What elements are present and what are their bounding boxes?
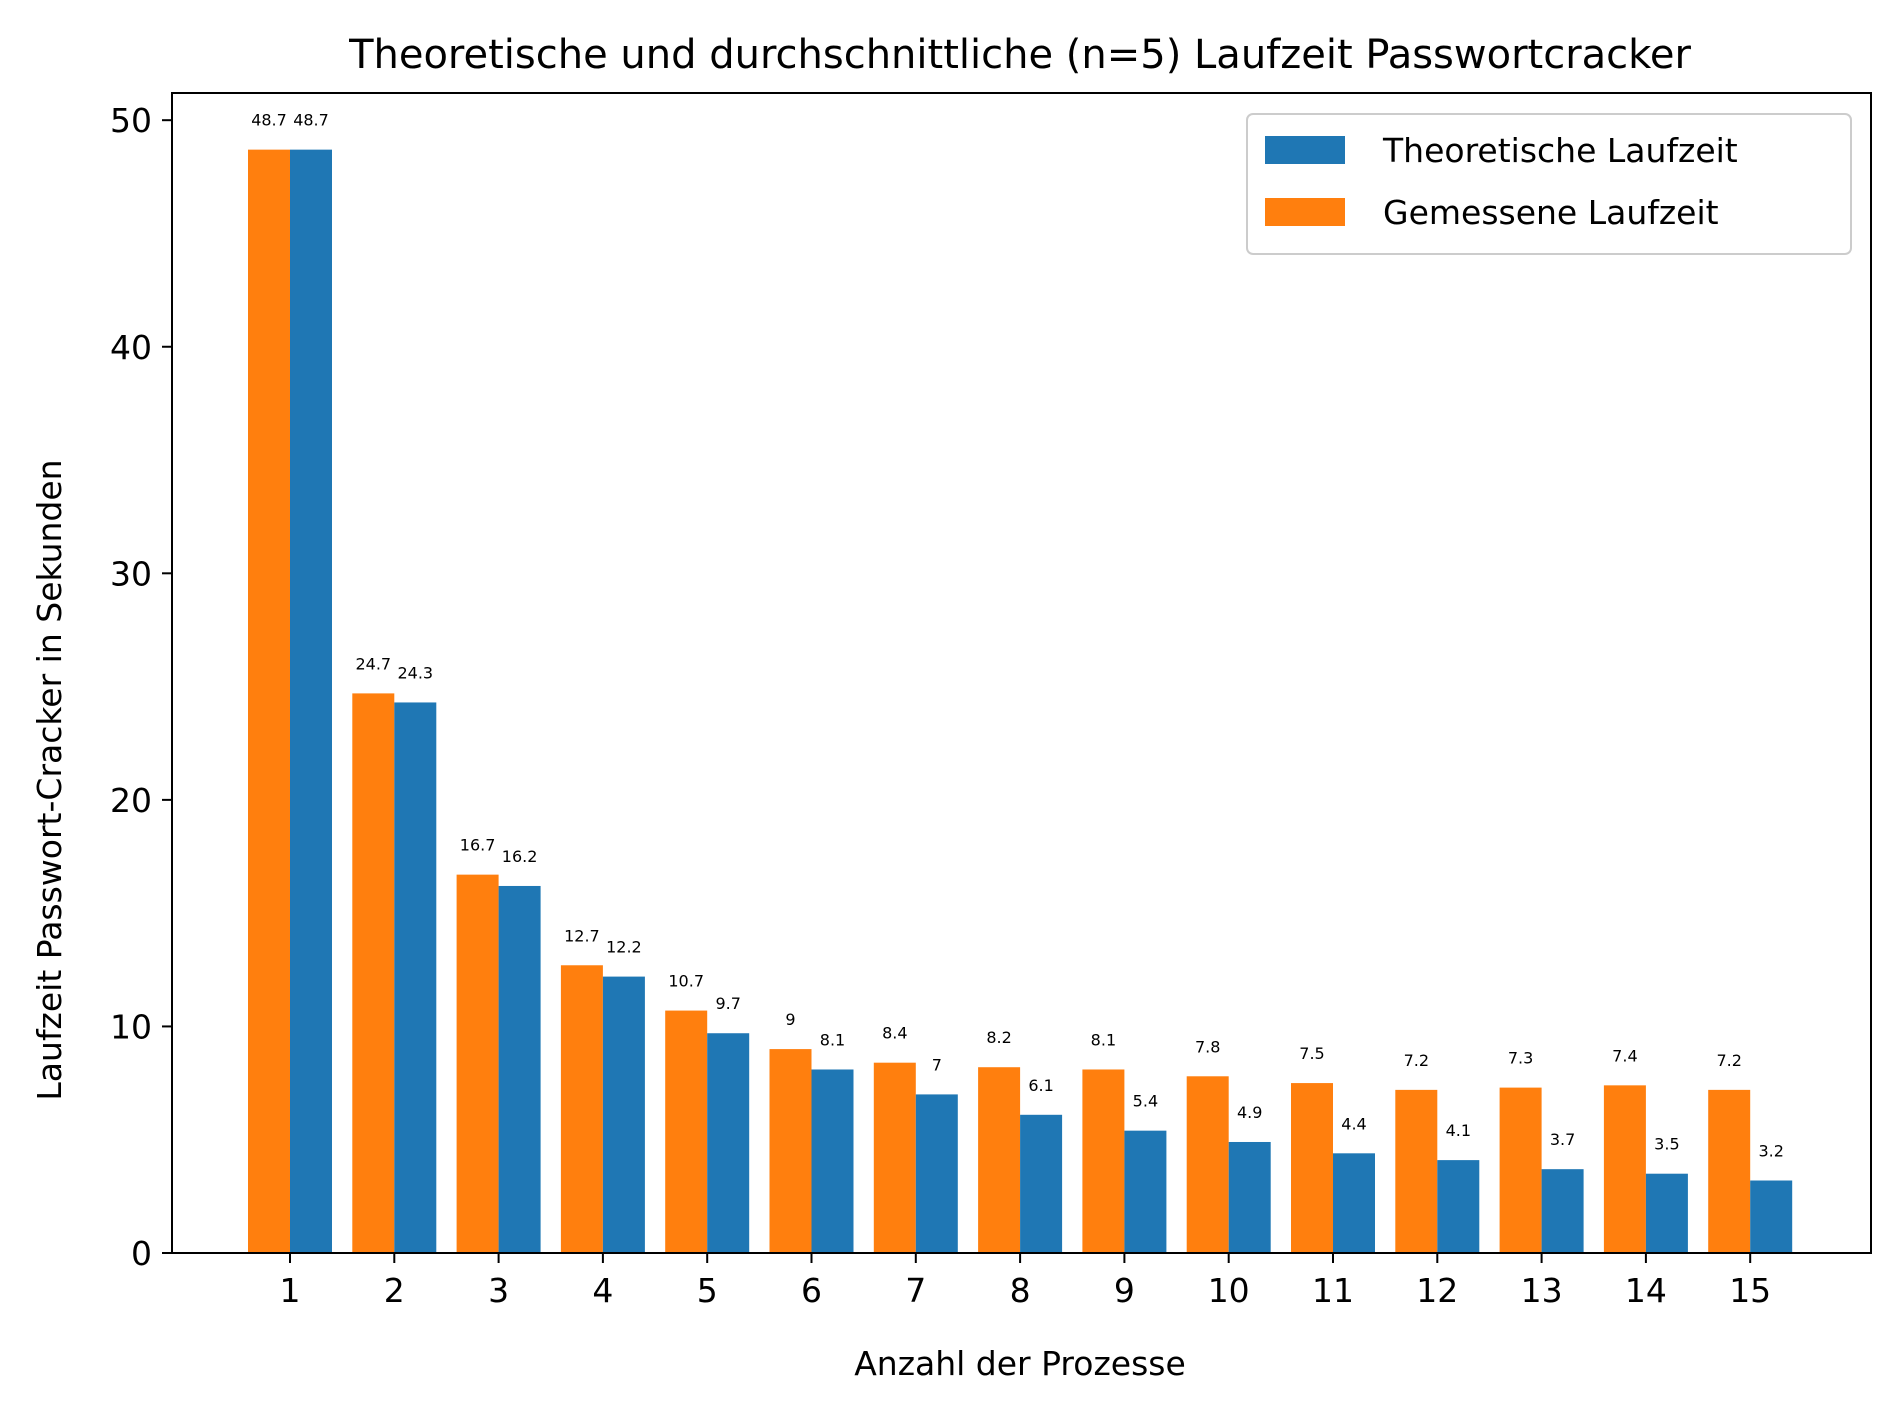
value-label-gemessen-8: 8.2 [986,1028,1011,1047]
value-label-gemessen-6: 9 [785,1010,795,1029]
bars-group [248,149,1793,1253]
bar-gemessen-1 [248,149,290,1253]
x-tick-label-12: 12 [1416,1271,1458,1310]
x-tick-label-7: 7 [905,1271,926,1310]
x-tick-label-11: 11 [1312,1271,1354,1310]
legend-box [1246,113,1852,255]
bar-theoretisch-9 [1124,1130,1167,1253]
y-axis: 0 10 20 30 40 50 [110,101,172,1273]
value-label-gemessen-13: 7.3 [1508,1049,1533,1068]
bar-theoretisch-12 [1437,1160,1480,1253]
bar-gemessen-14 [1603,1085,1646,1253]
x-tick-label-6: 6 [801,1271,822,1310]
value-label-gemessen-15: 7.2 [1716,1051,1741,1070]
value-label-theoretisch-11: 4.4 [1341,1114,1366,1133]
bar-gemessen-3 [456,874,499,1253]
x-tick-label-4: 4 [592,1271,613,1310]
value-label-gemessen-4: 12.7 [564,926,600,945]
bar-gemessen-7 [873,1062,916,1253]
value-label-theoretisch-2: 24.3 [397,663,433,682]
value-labels-group: 48.7 48.7 24.7 24.3 16.7 16.2 12.7 12.2 10.7 9.7 9… [251,111,1784,1161]
value-label-theoretisch-13: 3.7 [1550,1130,1575,1149]
legend-label-1: Gemessene Laufzeit [1383,193,1719,232]
value-label-theoretisch-7: 7 [932,1055,942,1074]
y-tick-label-10: 10 [110,1007,152,1046]
bar-theoretisch-15 [1750,1180,1793,1253]
bar-theoretisch-13 [1541,1169,1584,1253]
value-label-gemessen-2: 24.7 [355,654,391,673]
y-tick-label-20: 20 [110,781,152,820]
y-tick-label-30: 30 [110,554,152,593]
chart-title: Theoretische und durchschnittliche (n=5)… [348,32,1691,78]
y-axis-label: Laufzeit Passwort-Cracker in Sekunden [30,459,69,1100]
legend-swatch-1 [1265,198,1345,226]
bar-theoretisch-5 [707,1033,750,1253]
value-label-theoretisch-6: 8.1 [820,1030,845,1049]
y-tick-label-50: 50 [110,101,152,140]
value-label-gemessen-9: 8.1 [1091,1030,1116,1049]
x-tick-label-3: 3 [488,1271,509,1310]
bar-theoretisch-4 [602,976,645,1253]
bar-gemessen-2 [352,693,395,1253]
value-label-theoretisch-4: 12.2 [606,938,642,957]
x-tick-label-13: 13 [1521,1271,1563,1310]
x-tick-label-2: 2 [384,1271,405,1310]
value-label-theoretisch-5: 9.7 [715,994,740,1013]
bar-gemessen-4 [560,965,603,1253]
y-tick-label-0: 0 [131,1234,152,1273]
bar-theoretisch-2 [394,702,437,1253]
bar-gemessen-6 [769,1049,812,1253]
value-label-gemessen-12: 7.2 [1404,1051,1429,1070]
x-tick-label-10: 10 [1208,1271,1250,1310]
x-tick-label-1: 1 [280,1271,301,1310]
bar-theoretisch-3 [498,885,541,1253]
bar-gemessen-10 [1186,1076,1229,1253]
legend-label-0: Theoretische Laufzeit [1382,131,1738,170]
bar-theoretisch-1 [290,149,332,1253]
bar-theoretisch-10 [1228,1141,1271,1253]
bar-gemessen-12 [1395,1089,1438,1253]
value-label-theoretisch-3: 16.2 [502,847,538,866]
bar-gemessen-9 [1082,1069,1125,1253]
bar-theoretisch-14 [1645,1173,1688,1253]
value-label-theoretisch-15: 3.2 [1758,1142,1783,1161]
x-tick-label-14: 14 [1625,1271,1667,1310]
x-tick-label-8: 8 [1010,1271,1031,1310]
bar-gemessen-15 [1708,1089,1751,1253]
plot-area-frame [171,92,1872,1254]
y-tick-label-40: 40 [110,328,152,367]
bar-gemessen-8 [978,1067,1021,1253]
value-label-theoretisch-12: 4.1 [1446,1121,1471,1140]
x-axis: 1 2 3 4 5 6 7 8 9 10 11 12 13 14 15 [280,1253,1771,1310]
value-label-gemessen-3: 16.7 [460,836,496,855]
bar-gemessen-5 [665,1010,708,1253]
bar-gemessen-11 [1291,1083,1333,1253]
bar-gemessen-13 [1499,1087,1542,1253]
value-label-theoretisch-10: 4.9 [1237,1103,1262,1122]
value-label-gemessen-11: 7.5 [1299,1044,1324,1063]
value-label-theoretisch-9: 5.4 [1133,1092,1158,1111]
value-label-gemessen-10: 7.8 [1195,1037,1220,1056]
legend-swatch-0 [1265,136,1345,164]
x-tick-label-5: 5 [697,1271,718,1310]
value-label-gemessen-7: 8.4 [882,1024,907,1043]
value-label-theoretisch-1: 48.7 [293,111,329,130]
value-label-theoretisch-8: 6.1 [1028,1076,1053,1095]
bar-theoretisch-6 [811,1069,854,1253]
legend: Theoretische Laufzeit Gemessene Laufzeit [1246,113,1852,255]
bar-theoretisch-7 [915,1094,958,1253]
value-label-gemessen-14: 7.4 [1612,1046,1637,1065]
value-label-gemessen-1: 48.7 [251,111,287,130]
bar-theoretisch-8 [1020,1114,1063,1253]
value-label-gemessen-5: 10.7 [668,972,704,991]
bar-theoretisch-11 [1333,1153,1375,1253]
x-tick-label-9: 9 [1114,1271,1135,1310]
value-label-theoretisch-14: 3.5 [1654,1135,1679,1154]
x-axis-label: Anzahl der Prozesse [854,1344,1186,1383]
x-tick-label-15: 15 [1729,1271,1771,1310]
